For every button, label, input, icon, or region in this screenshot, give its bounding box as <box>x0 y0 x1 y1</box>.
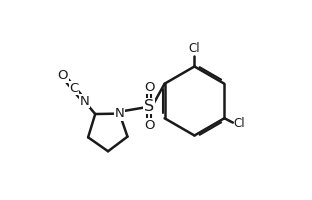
Text: N: N <box>115 107 124 120</box>
Text: S: S <box>144 99 154 114</box>
Text: Cl: Cl <box>234 117 246 130</box>
Text: Cl: Cl <box>189 42 200 55</box>
Text: O: O <box>144 81 154 94</box>
Text: N: N <box>80 95 89 108</box>
Text: O: O <box>58 69 68 82</box>
Text: O: O <box>144 119 154 132</box>
Text: C: C <box>69 82 78 95</box>
